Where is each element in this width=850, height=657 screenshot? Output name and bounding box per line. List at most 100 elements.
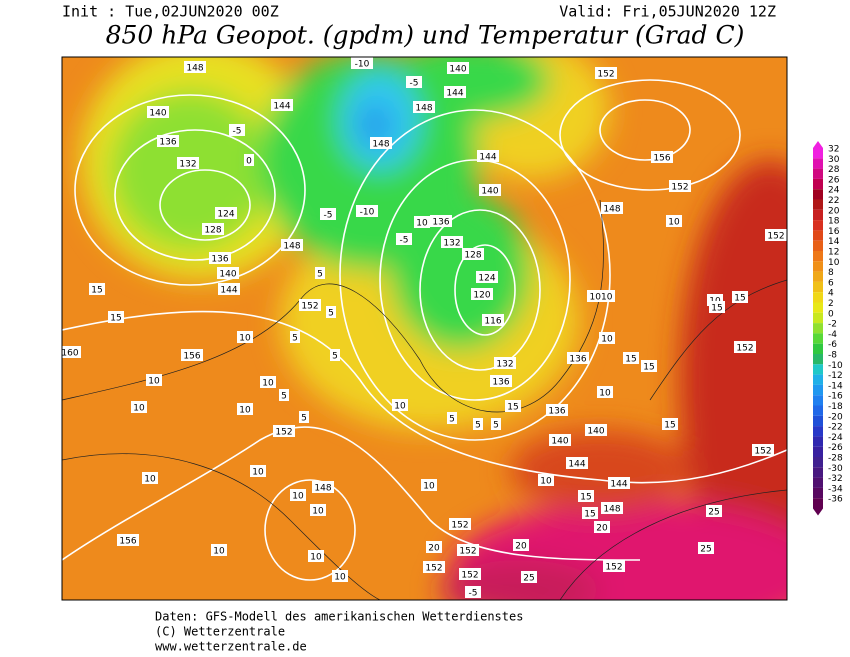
colorbar-swatch <box>813 240 823 251</box>
colorbar-swatch <box>813 199 823 210</box>
contour-label: 10 <box>394 402 406 412</box>
contour-label: 15 <box>643 363 654 373</box>
contour-label: -10 <box>360 208 375 218</box>
contour-label: 10 <box>144 475 156 485</box>
contour-label-box <box>217 267 239 279</box>
temperature-contours <box>62 199 787 600</box>
contour-label: 152 <box>301 302 318 312</box>
contour-label-box <box>406 76 422 88</box>
contour-label-box <box>669 180 691 192</box>
contour-label: -5 <box>324 211 333 221</box>
colorbar-label: 28 <box>828 165 840 175</box>
colorbar-swatch <box>813 395 823 406</box>
contour-label-box <box>706 505 722 517</box>
contour-label-box <box>310 504 326 516</box>
contour-label-box <box>177 157 199 169</box>
colorbar: 32302826242220181614121086420-2-4-6-8-10… <box>813 141 843 516</box>
contour-label: 10 <box>601 335 613 345</box>
contour-label: 15 <box>711 304 722 314</box>
contour-label: 136 <box>492 378 509 388</box>
colorbar-label: -22 <box>828 423 843 433</box>
colorbar-swatch <box>813 364 823 375</box>
contour-label-box <box>566 457 588 469</box>
colorbar-swatch <box>813 498 823 509</box>
contour-label: 10 <box>334 573 346 583</box>
contour-label-box <box>603 560 625 572</box>
contour-label: 144 <box>273 102 290 112</box>
contour-label-box <box>447 62 469 74</box>
contour-label: 140 <box>149 109 166 119</box>
contour-label-box <box>734 341 756 353</box>
colorbar-label: -6 <box>828 340 837 350</box>
contour-label-box <box>250 465 266 477</box>
colorbar-label: 22 <box>828 196 839 206</box>
colorbar-label: 2 <box>828 299 834 309</box>
colorbar-label: -18 <box>828 402 843 412</box>
colorbar-swatch <box>813 374 823 385</box>
colorbar-swatch <box>813 261 823 272</box>
contour-label-box <box>290 331 300 343</box>
contour-label: 10 <box>310 553 322 563</box>
contour-label: 10 <box>133 404 145 414</box>
colorbar-label: 20 <box>828 206 840 216</box>
contour-label-box <box>89 283 105 295</box>
colorbar-label: 12 <box>828 248 839 258</box>
contour-label-box <box>413 101 435 113</box>
colorbar-swatch <box>813 323 823 334</box>
contour-label-box <box>299 411 309 423</box>
contour-label-box <box>414 216 430 228</box>
contour-label: 5 <box>317 270 323 280</box>
contour-label: 10 <box>239 334 251 344</box>
contour-label-box <box>421 479 437 491</box>
contour-label-box <box>332 570 348 582</box>
colorbar-label: 6 <box>828 278 834 288</box>
contour-label: 140 <box>551 437 568 447</box>
contour-label: 148 <box>372 140 389 150</box>
contour-label-box <box>549 434 571 446</box>
contour-label-box <box>281 239 303 251</box>
contour-label-box <box>601 202 623 214</box>
contour-label: 15 <box>110 314 121 324</box>
contour-label: -5 <box>400 236 409 246</box>
contour-label-box <box>462 248 484 260</box>
contour-label-box <box>131 401 147 413</box>
contour-label: 144 <box>220 286 237 296</box>
contour-label-box <box>490 375 512 387</box>
contour-label: 15 <box>664 421 675 431</box>
contour-label-box <box>308 550 324 562</box>
contour-label-box <box>326 306 336 318</box>
contour-label: 156 <box>183 352 200 362</box>
contour-label: 1010 <box>590 293 613 303</box>
contour-label-box <box>513 539 529 551</box>
colorbar-label: 18 <box>828 217 840 227</box>
colorbar-label: -28 <box>828 454 843 464</box>
contour-label-box <box>457 544 479 556</box>
contour-label: 20 <box>428 544 440 554</box>
contour-label-box <box>582 507 598 519</box>
contour-label: 15 <box>91 286 102 296</box>
contour-label-box <box>271 99 293 111</box>
contour-label: 140 <box>481 187 498 197</box>
colorbar-label: -20 <box>828 412 843 422</box>
colorbar-cap <box>813 508 823 516</box>
contour-label-box <box>449 518 471 530</box>
colorbar-swatch <box>813 209 823 221</box>
colorbar-swatch <box>813 467 823 478</box>
contour-label: 132 <box>443 239 460 249</box>
contour-label-box <box>146 374 162 386</box>
contour-label-box <box>538 474 554 486</box>
contour-label-box <box>578 490 594 502</box>
contour-label-box <box>752 444 774 456</box>
contour-label: 136 <box>569 355 586 365</box>
contour-label: 10 <box>416 219 428 229</box>
contour-label-box <box>184 61 206 73</box>
init-time: Init : Tue,02JUN2020 00Z <box>62 3 279 21</box>
contour-label: 10 <box>213 547 225 557</box>
contour-label: 128 <box>204 226 221 236</box>
contour-label-box <box>608 477 630 489</box>
contour-label-box <box>709 301 725 313</box>
colorbar-label: -4 <box>828 330 837 340</box>
contour-label-box <box>444 86 466 98</box>
colorbar-swatch <box>813 333 823 344</box>
contour-label: 10 <box>312 507 324 517</box>
